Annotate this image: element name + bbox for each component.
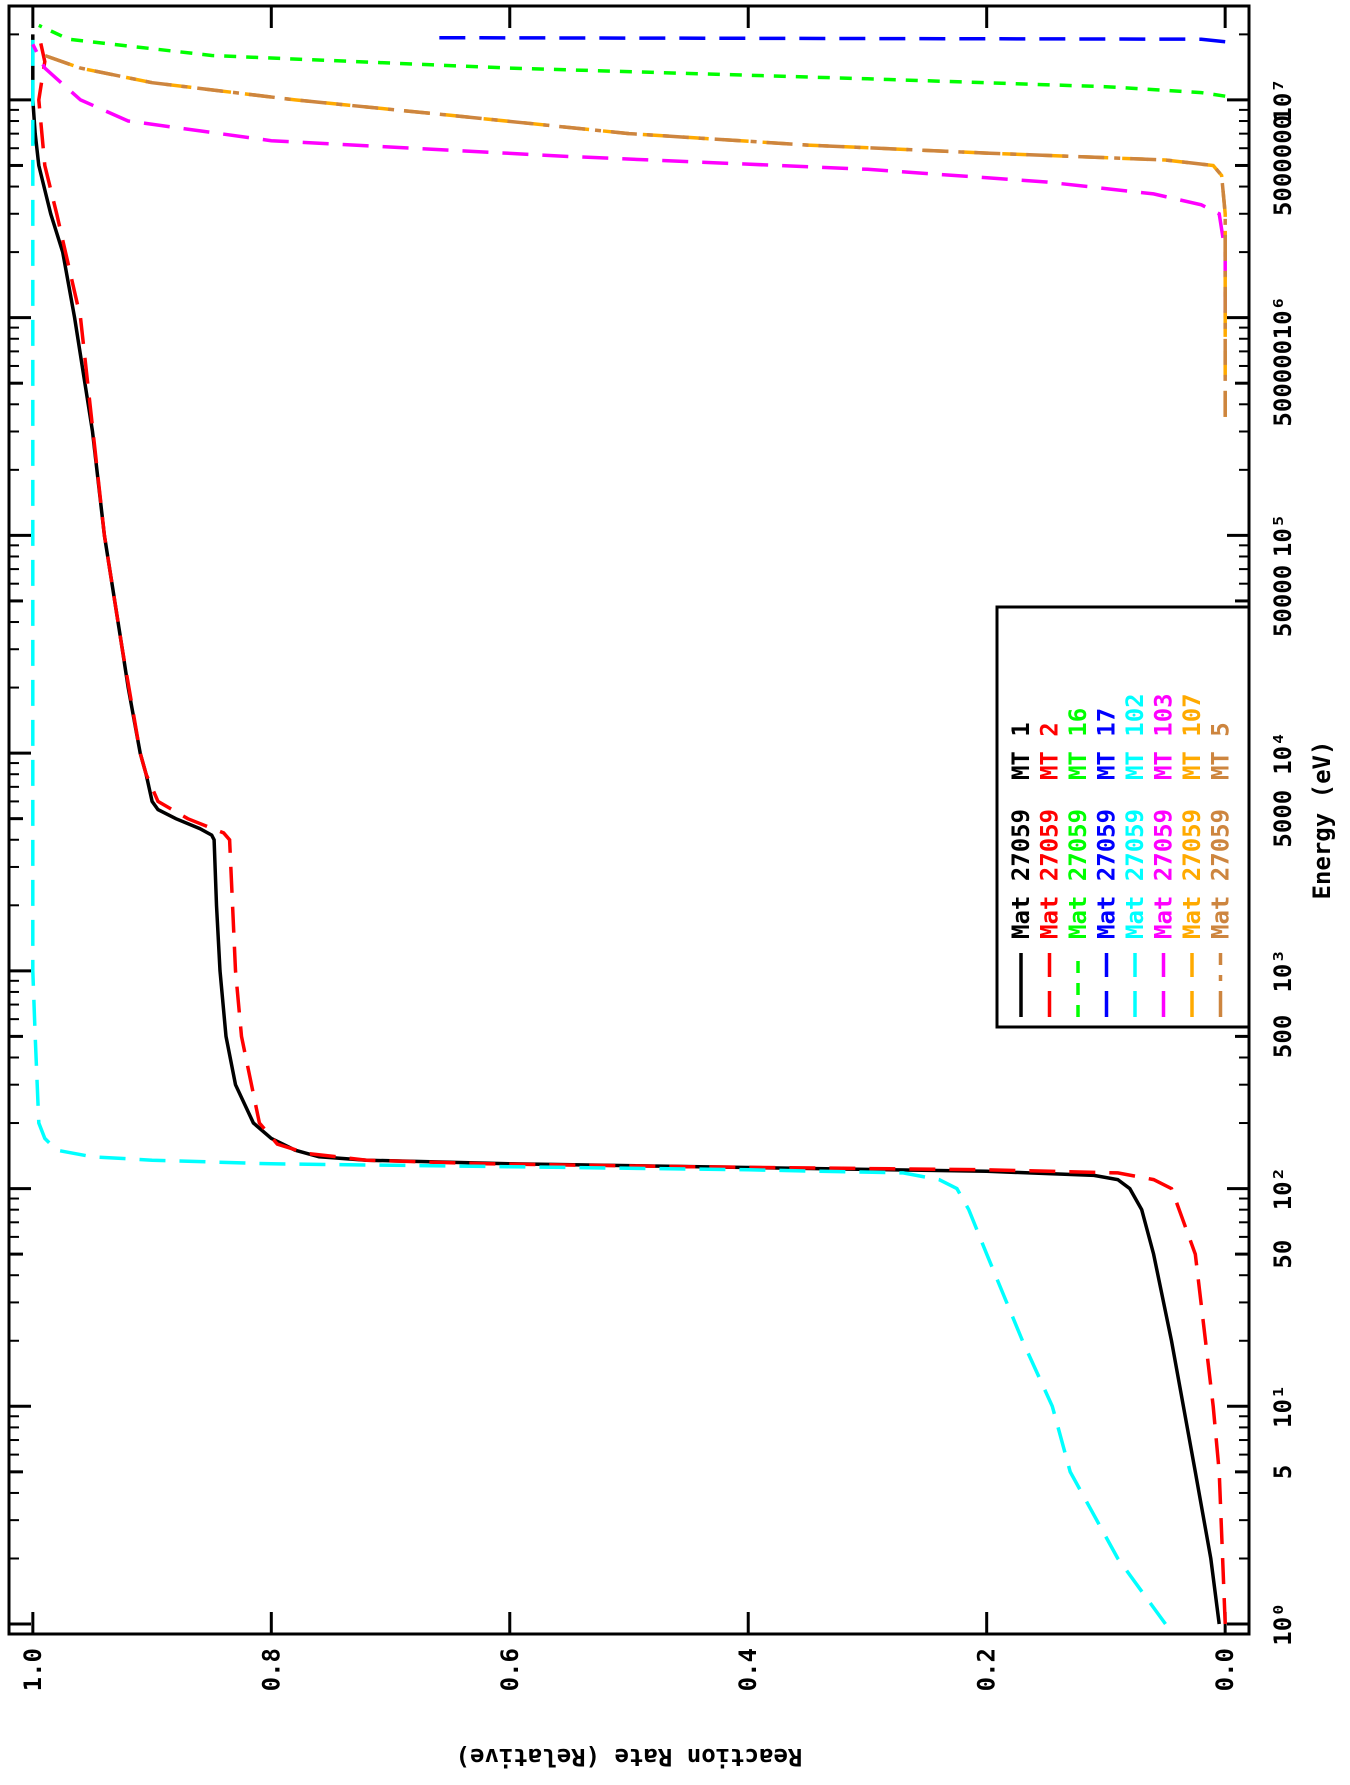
x-tick-label: 5000 [1269,790,1297,848]
legend-label: Mat 27059 MT 102 [1121,693,1149,939]
legend-label: Mat 27059 MT 2 [1036,722,1064,939]
series-line [38,23,1226,98]
x-tick-label: 500000 [1269,340,1297,427]
x-tick-label: 5 [1269,1465,1297,1479]
series-line [31,43,1227,318]
y-tick-label: 0.0 [1211,1648,1239,1691]
series-line [44,53,1227,417]
y-tick-label: 0.4 [734,1648,762,1691]
legend-box [995,605,1251,1029]
x-tick-label: 10² [1269,1167,1297,1210]
legend-label: Mat 27059 MT 107 [1178,693,1206,939]
x-tick-label: 10³ [1269,949,1297,992]
x-tick-label: 10⁷ [1269,78,1297,121]
legend-label: Mat 27059 MT 103 [1150,693,1178,939]
series-line [31,34,1167,1626]
y-tick-label: 0.6 [496,1648,524,1691]
x-tick-label: 500 [1269,1015,1297,1058]
y-axis-label: Reaction Rate (Relative) [456,1743,803,1771]
series-line [44,53,1227,417]
x-tick-label: 5000000 [1269,115,1297,216]
x-tick-label: 50 [1269,1240,1297,1269]
legend-label: Mat 27059 MT 5 [1207,722,1235,939]
series-line [37,34,1227,1625]
x-tick-label: 10⁶ [1269,296,1297,339]
y-tick-label: 0.2 [973,1648,1001,1691]
legend-label: Mat 27059 MT 16 [1064,708,1092,939]
x-tick-label: 10⁴ [1269,731,1297,774]
y-tick-label: 1.0 [19,1648,47,1691]
x-axis-label: Energy (eV) [1308,741,1336,900]
series-line [432,35,1226,44]
y-tick-label: 0.8 [257,1648,285,1691]
x-tick-label: 10¹ [1269,1385,1297,1428]
legend-label: Mat 27059 MT 1 [1007,722,1035,939]
rotated-plot: Energy (eV) Reaction Rate (Relative) 10⁰… [7,4,1336,1771]
legend-label: Mat 27059 MT 17 [1093,708,1121,939]
series-line [31,34,1221,1625]
x-tick-label: 10⁰ [1269,1602,1297,1645]
x-tick-label: 50000 [1269,565,1297,637]
x-tick-label: 10⁵ [1269,514,1297,557]
